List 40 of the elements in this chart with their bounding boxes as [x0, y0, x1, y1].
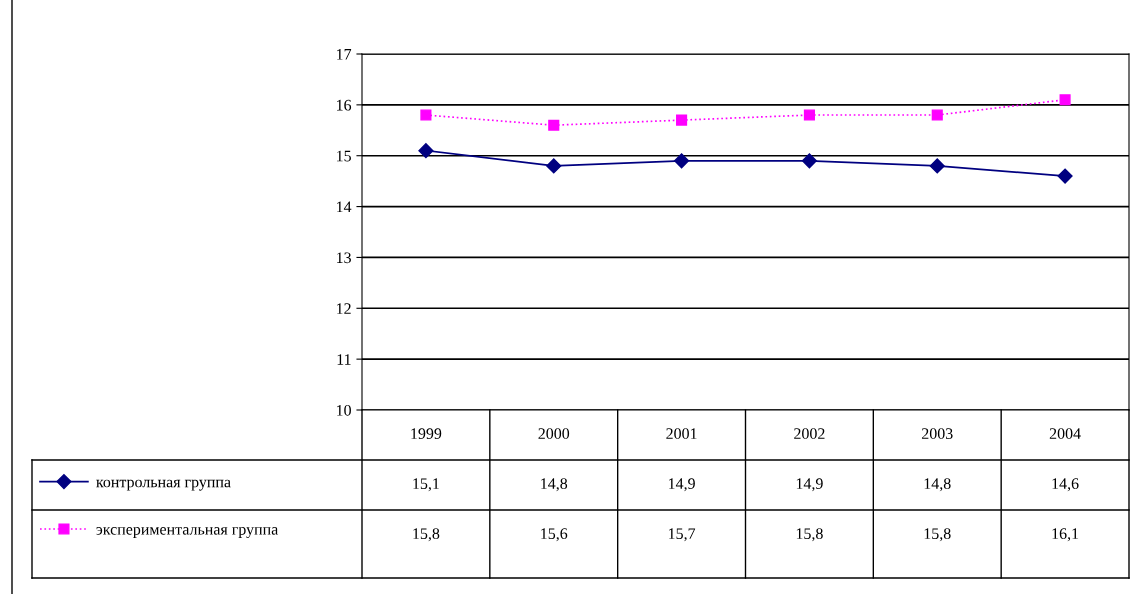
- point: [1059, 94, 1071, 106]
- legend-label: контрольная группа: [96, 479, 231, 491]
- data-label: 14,6: [1052, 478, 1079, 492]
- point: [931, 109, 943, 121]
- data-label: 16,1: [1052, 528, 1079, 542]
- y-tick-label: 12: [337, 303, 351, 314]
- y-tick-label: 14: [337, 201, 352, 213]
- point: [674, 153, 690, 169]
- point: [548, 119, 560, 131]
- x-tick-label: 2002: [794, 428, 825, 439]
- x-tick-label: 1999: [411, 428, 442, 439]
- x-tick-label: 2000: [538, 428, 570, 439]
- data-label: 15,8: [413, 528, 440, 542]
- y-tick-label: 13: [337, 252, 351, 264]
- y-tick-label: 16: [337, 99, 352, 111]
- x-tick-label: 2001: [666, 428, 697, 439]
- data-label: 15,1: [413, 478, 439, 492]
- data-label: 15,6: [541, 528, 568, 542]
- point: [420, 109, 432, 121]
- point: [1057, 168, 1073, 184]
- point: [676, 114, 688, 126]
- data-label: 14,8: [924, 478, 951, 492]
- point: [803, 109, 815, 121]
- point: [929, 158, 945, 174]
- point: [418, 143, 434, 159]
- point: [801, 153, 817, 169]
- x-tick-label: 2004: [1049, 428, 1081, 439]
- y-tick-label: 17: [337, 49, 352, 60]
- data-label: 14,9: [669, 478, 695, 492]
- y-tick-label: 10: [337, 404, 351, 416]
- data-label: 15,8: [796, 528, 823, 542]
- data-label: 15,7: [669, 528, 696, 542]
- x-tick-label: 2003: [921, 428, 953, 439]
- y-tick-label: 15: [337, 150, 351, 162]
- data-label: 14,9: [796, 478, 823, 492]
- y-tick-label: 11: [337, 354, 351, 365]
- legend-label: экспериментальная группа: [96, 527, 279, 538]
- point: [546, 158, 562, 174]
- data-label: 14,8: [541, 478, 568, 492]
- data-label: 15,8: [924, 528, 951, 542]
